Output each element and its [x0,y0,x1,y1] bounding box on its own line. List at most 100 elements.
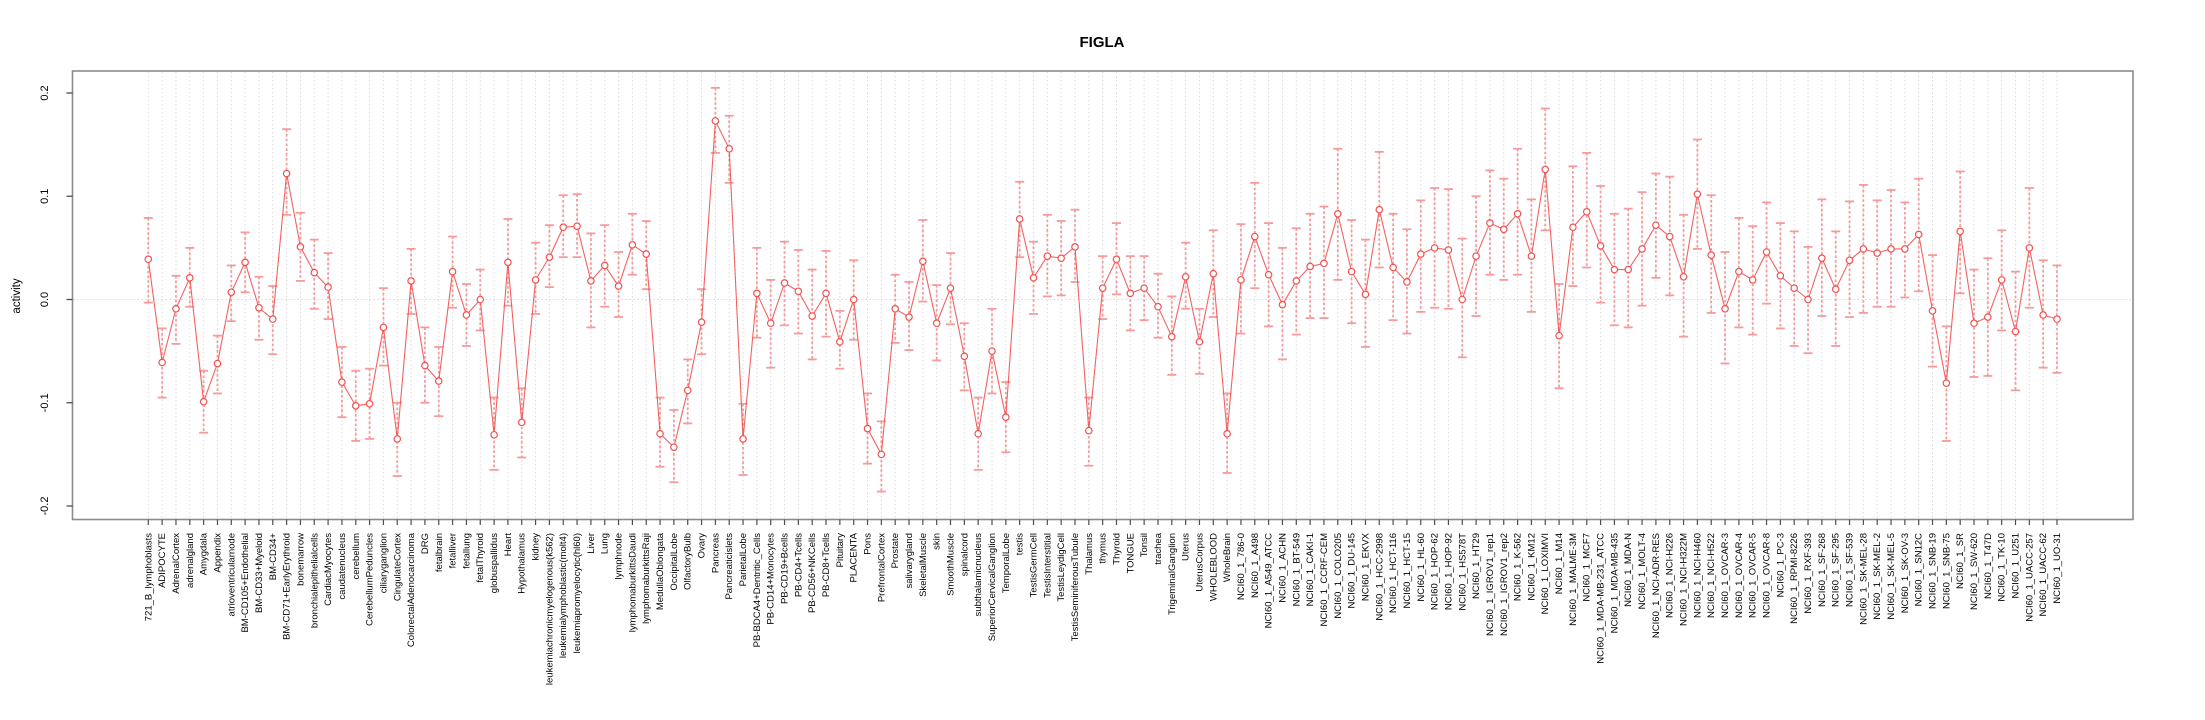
data-point [739,435,747,443]
error-bar [697,288,707,356]
data-point [1278,300,1287,309]
x-tick-label: 721_B_lymphoblasts [143,533,154,621]
data-point [448,267,457,276]
x-tick-label: lymphomaburkittsDaudi [627,533,638,632]
data-point [379,323,388,332]
x-tick-label: PLACENTA [849,532,860,582]
data-point [1555,331,1563,340]
x-tick-label: subthalamicnucleus [973,533,984,617]
x-tick-label: TrigeminalGanglion [1167,533,1178,615]
x-tick-label: NCI60_1_SK-MEL-5 [1886,533,1897,620]
data-point [1306,262,1314,271]
data-point [1250,232,1259,241]
x-tick-label: ColorectalAdenocarcinoma [406,532,417,647]
data-point [1499,225,1508,234]
error-bar [1941,325,1951,442]
data-point [282,169,291,178]
x-tick-label: NCI60_1_OVCAR-4 [1734,533,1745,618]
data-point [338,378,346,386]
x-tick-label: NCI60_1_IGROV1_rep2 [1499,533,1510,636]
error-bar [1914,177,1924,293]
x-tick-label: NCI60_1_RXF-393 [1803,533,1814,614]
x-tick-label: NCI60_1_EKVX [1360,532,1371,601]
x-tick-label: NCI60_1_MDA-MB-231_ATCC [1596,533,1607,664]
data-point [199,397,208,406]
data-point [1707,251,1716,259]
x-tick-label: Thyroid [1111,533,1122,565]
error-bar [1194,307,1204,375]
data-point [1416,250,1425,258]
data-point [1237,276,1245,284]
y-axis-label: activity [11,278,23,313]
data-point [988,347,996,355]
data-point [808,312,816,320]
error-bar [143,217,153,304]
error-bar [614,251,624,318]
x-tick-label: NCI60_1_DU-145 [1347,533,1358,609]
error-bar [793,249,803,335]
data-point [1942,379,1951,387]
x-tick-label: NCI60_1_MOLT-4 [1637,533,1648,609]
x-tick-label: TemporalLobe [1001,533,1012,593]
data-point [144,255,153,264]
data-point [545,253,554,261]
data-point [1748,276,1757,284]
x-tick-label: NCI60_1_UO-31 [2052,533,2063,604]
data-point [1403,278,1411,286]
x-tick-label: NCI60_1_SNB-19 [1928,533,1939,609]
data-point [794,287,803,296]
x-tick-label: NCI60_1_KM12 [1526,533,1537,601]
data-point [1375,205,1384,214]
data-point [1541,165,1550,174]
data-point [780,279,789,287]
data-point [670,443,678,451]
x-tick-label: thymus [1098,533,1109,564]
data-point [697,318,706,327]
x-tick-label: lymphnode [614,533,625,579]
data-point [1209,269,1218,278]
data-point [1831,285,1840,293]
error-bar [1264,222,1274,328]
data-point [1098,284,1107,292]
x-tick-label: TestisInterstitial [1042,533,1053,598]
x-tick-label: NCI60_1_NCI-H460 [1692,533,1703,618]
data-point [1430,244,1439,252]
x-tick-label: NCI60_1_CAKI-1 [1305,533,1316,606]
data-point [1721,304,1729,313]
x-tick-label: fetalliver [448,533,459,568]
error-bar [932,284,942,362]
data-point [1112,255,1121,264]
x-tick-label: NCI60_1_MALME-3M [1568,533,1579,626]
data-point [476,295,485,304]
x-tick-label: NCI60_1_SF-295 [1831,533,1842,607]
data-point [241,258,249,267]
data-point [172,304,180,313]
data-point [1887,245,1895,253]
x-tick-label: Liver [586,533,597,554]
x-tick-label: SuperiorCervicalGanglion [987,533,998,641]
error-bar [1333,147,1343,281]
data-point [932,319,941,328]
data-point [1181,272,1190,281]
x-tick-label: DRG [420,533,431,554]
data-point [1679,272,1688,281]
x-tick-label: TestisGermCell [1028,533,1039,597]
x-tick-label: Lung [600,533,611,554]
error-bar [1679,213,1689,338]
data-point [614,282,623,290]
data-point [2039,311,2047,319]
x-tick-label: BM-CD34+ [268,533,279,581]
data-point [1043,252,1052,260]
x-tick-label: NCI60_1_ACHN [1277,533,1288,603]
error-bar [323,252,333,321]
error-bar [1181,241,1191,310]
error-bar [1153,272,1163,339]
error-bar [1347,219,1357,325]
x-tick-label: spinalcord [959,533,970,576]
x-tick-label: NCI60_1_OVCAR-5 [1748,533,1759,618]
data-point [1569,223,1577,232]
chart-title: FIGLA [1080,34,1125,51]
data-point [1264,270,1273,279]
data-point [1984,313,1992,321]
data-point [504,258,512,267]
